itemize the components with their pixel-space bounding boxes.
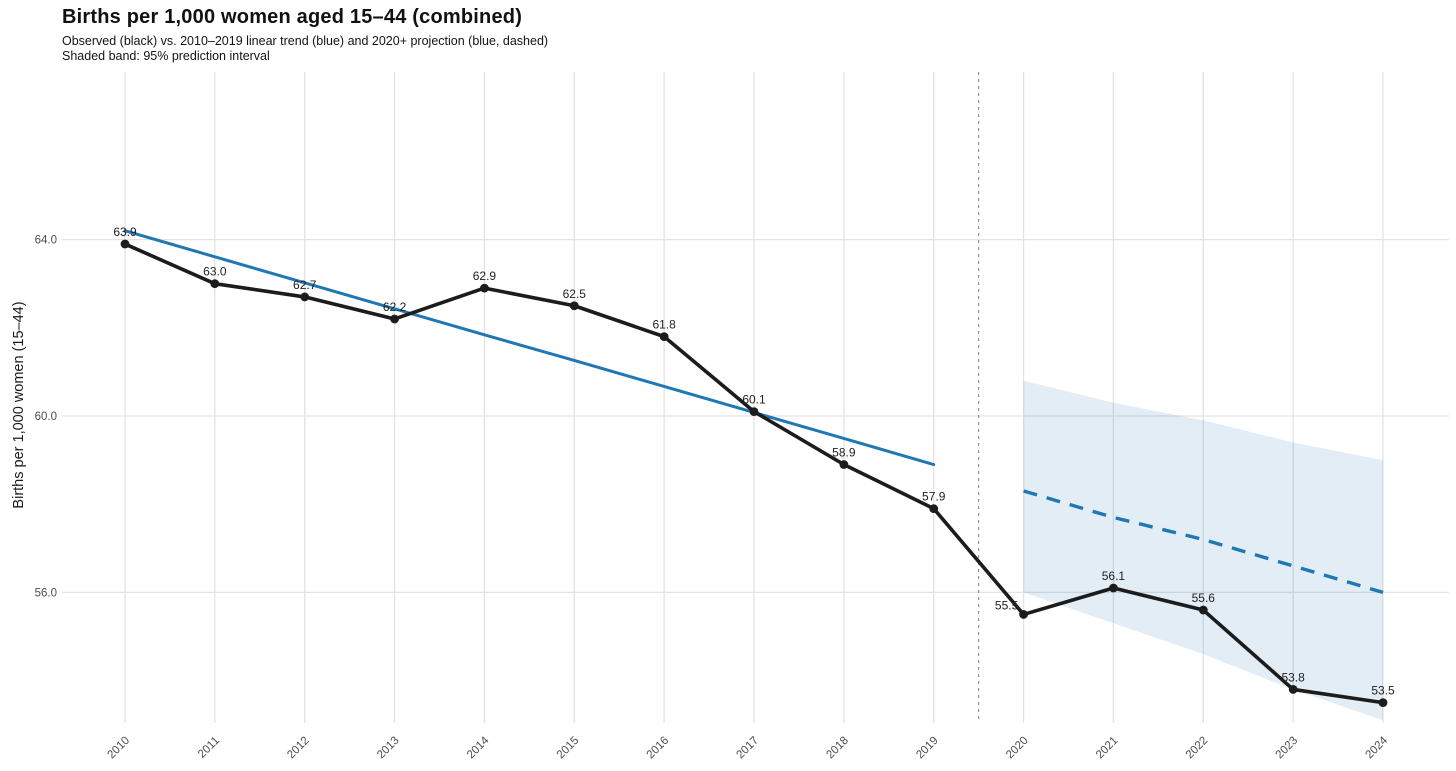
data-point: [569, 301, 579, 311]
x-axis-tick-label: 2010: [106, 735, 133, 762]
data-point: [929, 504, 939, 514]
x-axis-tick-label: 2011: [196, 735, 222, 761]
data-point: [390, 314, 399, 324]
data-point-label: 62.5: [563, 287, 587, 301]
data-point-label: 62.9: [473, 269, 497, 283]
data-point-label: 53.5: [1371, 684, 1395, 698]
data-point: [1109, 583, 1118, 593]
x-axis-tick-label: 2018: [824, 735, 851, 762]
x-axis-tick-label: 2021: [1094, 735, 1121, 762]
y-axis-tick-label: 56.0: [35, 587, 57, 599]
x-axis-tick-label: 2013: [375, 735, 402, 762]
x-axis-tick-label: 2022: [1184, 735, 1211, 762]
data-point-label: 63.9: [113, 225, 137, 239]
chart-subtitle-line1: Observed (black) vs. 2010–2019 linear tr…: [62, 34, 549, 48]
y-axis-tick-label: 64.0: [35, 235, 57, 247]
y-axis-labels: 56.0 60.0 64.0: [35, 235, 57, 600]
x-axis-tick-label: 2015: [555, 735, 582, 762]
prediction-band: [1023, 380, 1383, 721]
data-point: [210, 279, 220, 289]
x-axis-tick-label: 2019: [914, 735, 941, 762]
x-axis-tick-label: 2017: [735, 735, 762, 762]
data-point-label: 63.0: [203, 265, 227, 279]
data-point: [659, 332, 669, 342]
data-point-label: 56.1: [1102, 569, 1126, 583]
chart-subtitle-line2: Shaded band: 95% prediction interval: [62, 49, 270, 63]
y-axis-title: Births per 1,000 women (15–44): [11, 301, 27, 509]
x-axis-tick-label: 2023: [1274, 735, 1301, 762]
x-axis-tick-label: 2014: [465, 734, 492, 761]
data-point: [480, 283, 489, 293]
x-axis-labels: 2010 2011 2012 2013 2014 2015 2016 2017 2018 2019…: [106, 734, 1391, 761]
data-point-label: 62.2: [383, 300, 407, 314]
data-point: [1288, 685, 1298, 694]
data-point: [1019, 610, 1028, 619]
grid-horizontal: [62, 238, 1449, 594]
data-point: [300, 292, 310, 302]
chart-title: Births per 1,000 women aged 15–44 (combi…: [62, 6, 523, 28]
data-point: [749, 407, 759, 416]
data-point-label: 55.6: [1192, 591, 1216, 605]
point-labels: 63.9 63.0 62.7 62.2 62.9 62.5 61.8 60.1 58.9 57.9…: [113, 225, 1395, 698]
observed-points: [120, 239, 1388, 708]
x-axis-tick-label: 2020: [1004, 735, 1031, 762]
x-axis-tick-label: 2024: [1364, 734, 1391, 761]
data-point-label: 58.9: [832, 446, 856, 460]
trend-line: [123, 229, 936, 467]
y-axis-tick-label: 60.0: [35, 411, 57, 423]
data-point: [1378, 698, 1388, 708]
data-point-label: 55.5: [995, 598, 1019, 612]
data-point: [120, 239, 130, 249]
data-point: [839, 460, 849, 469]
data-point-label: 57.9: [922, 490, 946, 504]
x-axis-tick-label: 2012: [285, 735, 312, 762]
x-axis-tick-label: 2016: [645, 735, 672, 762]
data-point-label: 60.1: [742, 393, 766, 407]
data-point-label: 53.8: [1281, 670, 1305, 684]
data-point-label: 62.7: [293, 278, 317, 292]
data-point: [1198, 605, 1208, 615]
data-point-label: 61.8: [652, 318, 676, 332]
